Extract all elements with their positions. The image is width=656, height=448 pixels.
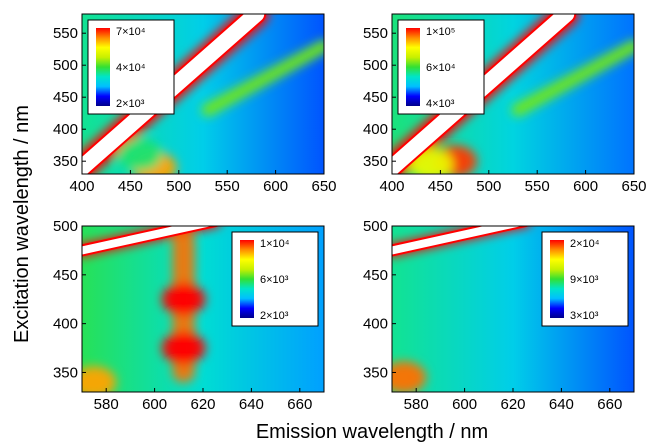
x-tick-label: 550 xyxy=(525,178,550,195)
scatter-band-saturated xyxy=(392,226,522,255)
y-tick-label: 350 xyxy=(363,364,388,381)
heatmap-emission-band xyxy=(118,138,163,171)
heatmap-second-order-scatter xyxy=(201,39,324,117)
colorbar: 1×10⁵ 6×10⁴ 4×10³ xyxy=(397,19,485,115)
y-tick-label: 450 xyxy=(53,267,78,284)
y-tick-label: 350 xyxy=(53,364,78,381)
y-tick-label: 450 xyxy=(363,267,388,284)
y-tick-label: 350 xyxy=(363,153,388,170)
colorbar-label: 1×10⁴ xyxy=(260,238,290,250)
x-tick-label: 640 xyxy=(239,396,264,413)
heatmap-excitation-maximum xyxy=(161,332,206,365)
scatter-band-saturated xyxy=(82,226,212,255)
colorbar-label: 2×10³ xyxy=(260,310,289,322)
colorbar-label: 4×10³ xyxy=(426,98,455,110)
y-tick-label: 500 xyxy=(363,57,388,74)
colorbar-label: 1×10⁵ xyxy=(426,26,455,38)
y-tick-label: 500 xyxy=(363,218,388,235)
colorbar-label: 4×10⁴ xyxy=(116,62,146,74)
colorbar-label: 7×10⁴ xyxy=(116,26,146,38)
heatmap-short-wavelength-emission xyxy=(392,361,427,392)
x-tick-label: 450 xyxy=(428,178,453,195)
colorbar-label: 6×10³ xyxy=(260,274,289,286)
x-axis-title: Emission wavelength / nm xyxy=(256,421,488,443)
heatmap-second-order-scatter xyxy=(511,39,634,117)
y-tick-label: 500 xyxy=(53,218,78,235)
plot-frame xyxy=(391,13,635,175)
x-tick-label: 580 xyxy=(404,396,429,413)
x-tick-label: 650 xyxy=(621,178,646,195)
y-tick-label: 550 xyxy=(53,25,78,42)
colorbar-label: 6×10⁴ xyxy=(426,62,456,74)
y-tick-label: 400 xyxy=(53,316,78,333)
heatmap-excitation-maximum xyxy=(161,283,206,316)
colorbar: 7×10⁴ 4×10⁴ 2×10³ xyxy=(87,19,175,115)
y-tick-label: 450 xyxy=(363,89,388,106)
colorbar-gradient xyxy=(406,28,420,106)
colorbar-gradient xyxy=(240,240,254,318)
x-tick-label: 550 xyxy=(215,178,240,195)
colorbar-label: 3×10³ xyxy=(570,310,599,322)
x-tick-label: 660 xyxy=(287,396,312,413)
y-tick-label: 450 xyxy=(53,89,78,106)
heatmap-low-ex-corner xyxy=(82,366,117,392)
y-tick-label: 500 xyxy=(53,57,78,74)
x-tick-label: 620 xyxy=(500,396,525,413)
colorbar-label: 9×10³ xyxy=(570,274,599,286)
panel-top-left: 400 450 500 550 600 650 350 400 450 500 550 7×10⁴ 4×… xyxy=(53,13,337,195)
x-tick-label: 650 xyxy=(311,178,336,195)
colorbar-gradient xyxy=(550,240,564,318)
x-tick-label: 640 xyxy=(549,396,574,413)
x-tick-label: 450 xyxy=(118,178,143,195)
colorbar-gradient xyxy=(96,28,110,106)
x-tick-label: 400 xyxy=(379,178,404,195)
x-tick-label: 600 xyxy=(573,178,598,195)
x-tick-label: 580 xyxy=(94,396,119,413)
colorbar: 2×10⁴ 9×10³ 3×10³ xyxy=(541,231,629,327)
x-tick-label: 600 xyxy=(263,178,288,195)
colorbar-label: 2×10³ xyxy=(116,98,145,110)
y-tick-label: 400 xyxy=(363,121,388,138)
y-axis-title: Excitation wavelength / nm xyxy=(11,105,33,343)
panel-top-right: 400 450 500 550 600 650 350 400 450 500 550 1×10⁵ 6×… xyxy=(363,13,647,195)
x-tick-label: 500 xyxy=(476,178,501,195)
plot-frame xyxy=(81,13,325,175)
x-tick-label: 600 xyxy=(142,396,167,413)
y-tick-label: 550 xyxy=(363,25,388,42)
x-tick-label: 400 xyxy=(69,178,94,195)
y-tick-label: 400 xyxy=(53,121,78,138)
colorbar: 1×10⁴ 6×10³ 2×10³ xyxy=(231,231,319,327)
panel-bottom-right: 580 600 620 640 660 350 400 450 500 2×10⁴ 9×10³ 3×1… xyxy=(363,218,635,413)
y-tick-label: 400 xyxy=(363,316,388,333)
x-tick-label: 660 xyxy=(597,396,622,413)
x-tick-label: 620 xyxy=(190,396,215,413)
panel-bottom-left: 580 600 620 640 660 350 400 450 500 1×10⁴ 6×10³ 2×1… xyxy=(53,218,325,413)
y-tick-label: 350 xyxy=(53,153,78,170)
x-tick-label: 600 xyxy=(452,396,477,413)
x-tick-label: 500 xyxy=(166,178,191,195)
colorbar-label: 2×10⁴ xyxy=(570,238,600,250)
